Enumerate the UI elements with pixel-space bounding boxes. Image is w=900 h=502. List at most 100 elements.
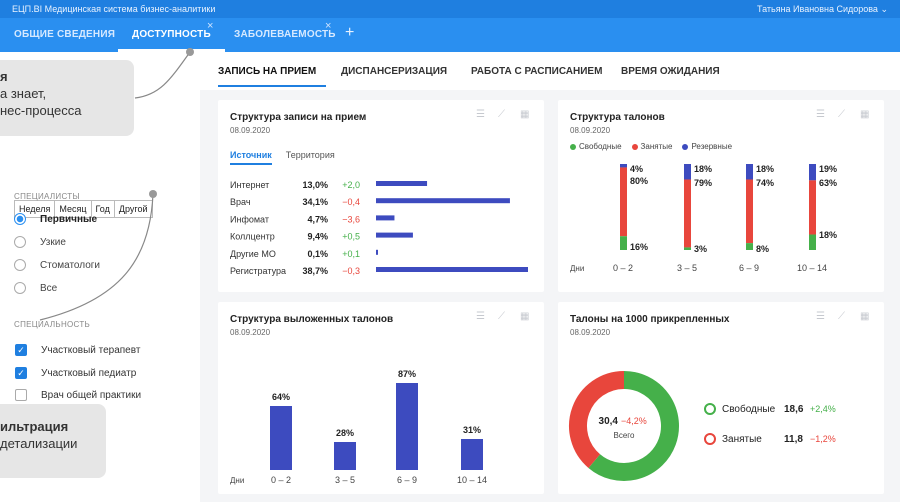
- card-appointment-structure: Структура записи на прием 08.09.2020 ☰ ⟋ ▦…: [218, 100, 544, 292]
- card-toolbar: ☰ ⟋ ▦: [476, 110, 532, 120]
- bar-chart-icon[interactable]: ☰: [476, 311, 485, 322]
- callout-tooltip: я а знает, нес-процесса: [0, 60, 134, 136]
- vertical-bar-chart: 64% 0 – 2 28% 3 – 5 87% 6 – 9 31% 10 – 14 Дни: [230, 369, 487, 485]
- tab-territory[interactable]: Территория: [285, 150, 335, 160]
- legend-value: 18,6: [784, 404, 804, 415]
- radio-narrow[interactable]: Узкие: [14, 236, 66, 248]
- line-chart-icon[interactable]: ⟋: [498, 311, 505, 322]
- legend-item: Резервные: [682, 142, 732, 151]
- stacked-bar-chart: 4% 80% 16% 0 – 2 18% 79% 3% 3 – 5 18% 74% 8% 6 – 9 1…: [570, 164, 837, 273]
- legend-label: Занятые: [722, 434, 762, 445]
- x-tick-label: 0 – 2: [613, 263, 633, 273]
- user-menu[interactable]: Татьяна Ивановна Сидорова ⌄: [757, 4, 888, 15]
- checkbox-gp[interactable]: Врач общей практики: [15, 389, 141, 401]
- segment-label: 19%: [819, 164, 837, 174]
- period-week-button[interactable]: Неделя: [14, 200, 56, 218]
- donut-slice: [588, 371, 679, 481]
- checkbox-therapist[interactable]: ✓ Участковый терапевт: [15, 344, 140, 356]
- stacked-bar-segment: [809, 180, 816, 235]
- bar-category-label: Врач: [230, 197, 251, 207]
- line-chart-icon[interactable]: ⟋: [498, 109, 505, 120]
- bar-change-label: +0,5: [342, 232, 360, 242]
- dashboard: ЗАПИСЬ НА ПРИЕМ ДИСПАНСЕРИЗАЦИЯ РАБОТА С…: [200, 52, 900, 502]
- legend-change: +2,4%: [810, 404, 836, 414]
- segment-label: 18%: [756, 164, 774, 174]
- stacked-bar-segment: [620, 236, 627, 250]
- tab-general[interactable]: ОБЩИЕ СВЕДЕНИЯ: [14, 29, 116, 40]
- stacked-bar-segment: [684, 247, 691, 250]
- x-axis-label: Дни: [230, 476, 244, 485]
- stacked-bar-segment: [620, 164, 627, 168]
- legend-item: Занятые: [631, 142, 672, 151]
- subtab-waiting-time[interactable]: ВРЕМЯ ОЖИДАНИЯ: [621, 66, 720, 77]
- bar-value-label: 28%: [336, 428, 354, 438]
- bar: [376, 232, 413, 238]
- tab-source[interactable]: Источник: [230, 150, 272, 165]
- donut-total-value: 30,4: [599, 416, 619, 427]
- table-icon[interactable]: ▦: [520, 109, 530, 120]
- callout-text: детализации: [0, 436, 78, 451]
- segment-label: 18%: [819, 230, 837, 240]
- card-title: Структура талонов: [570, 112, 665, 123]
- donut-slice: [569, 371, 625, 468]
- donut-center-label: Всего: [614, 431, 636, 440]
- legend-change: −1,2%: [810, 434, 836, 444]
- bar: [461, 439, 483, 470]
- plus-icon[interactable]: +: [345, 24, 355, 41]
- tab-availability[interactable]: ДОСТУПНОСТЬ: [118, 18, 225, 52]
- horizontal-bar-chart: Интернет 13,0% +2,0 Врач 34,1% −0,4 Инфомат 4,7…: [230, 180, 528, 276]
- table-icon[interactable]: ▦: [520, 311, 530, 322]
- module-tabs: ОБЩИЕ СВЕДЕНИЯ ДОСТУПНОСТЬ × ЗАБОЛЕВАЕМО…: [0, 18, 900, 52]
- card-tickets-per-1000: Талоны на 1000 прикрепленных 08.09.2020 …: [558, 302, 884, 494]
- x-tick-label: 6 – 9: [397, 475, 417, 485]
- segment-label: 18%: [694, 164, 712, 174]
- table-icon[interactable]: ▦: [860, 109, 870, 120]
- line-chart-icon[interactable]: ⟋: [838, 311, 845, 322]
- card-date: 08.09.2020: [570, 126, 611, 135]
- segment-label: 3%: [694, 244, 707, 254]
- bar-change-label: −0,3: [342, 266, 360, 276]
- stacked-bar-segment: [746, 243, 753, 250]
- source-tabs: Источник Территория: [230, 150, 335, 165]
- radio-icon: [14, 259, 26, 271]
- bar: [376, 215, 395, 221]
- stacked-bar-segment: [684, 179, 691, 248]
- app-title: ЕЦП.BI Медицинская система бизнес-аналит…: [12, 4, 216, 14]
- line-chart-icon[interactable]: ⟋: [838, 109, 845, 120]
- bar-category-label: Коллцентр: [230, 232, 275, 242]
- bar-chart-icon[interactable]: ☰: [816, 109, 825, 120]
- subtab-appointments[interactable]: ЗАПИСЬ НА ПРИЕМ: [218, 66, 317, 77]
- tab-morbidity[interactable]: ЗАБОЛЕВАЕМОСТЬ: [234, 29, 336, 40]
- bar-change-label: −0,4: [342, 197, 360, 207]
- bar: [376, 181, 428, 186]
- callout-text: а знает,: [0, 86, 47, 101]
- callout-title: ильтрация: [0, 419, 69, 434]
- card-date: 08.09.2020: [230, 328, 271, 337]
- segment-label: 16%: [630, 242, 648, 252]
- x-tick-label: 10 – 14: [457, 475, 487, 485]
- subtab-schedule[interactable]: РАБОТА С РАСПИСАНИЕМ: [471, 66, 603, 77]
- callout-title: я: [0, 69, 8, 84]
- specialty-label: СПЕЦИАЛЬНОСТЬ: [14, 320, 91, 329]
- radio-primary[interactable]: Первичные: [14, 213, 97, 225]
- bar-chart-icon[interactable]: ☰: [816, 311, 825, 322]
- close-icon[interactable]: ×: [207, 20, 214, 32]
- radio-dentists[interactable]: Стоматологи: [14, 259, 100, 271]
- segment-label: 74%: [756, 178, 774, 188]
- card-posted-tickets: Структура выложенных талонов 08.09.2020 …: [218, 302, 544, 494]
- checkbox-pediatrician[interactable]: ✓ Участковый педиатр: [15, 367, 136, 379]
- stacked-bar-segment: [746, 164, 753, 180]
- bar-chart-icon[interactable]: ☰: [476, 109, 485, 120]
- radio-all[interactable]: Все: [14, 282, 57, 294]
- bar: [396, 383, 418, 470]
- filter-panel: я а знает, нес-процесса Неделя Месяц Год…: [0, 52, 200, 502]
- period-selector: Неделя Месяц Год Другой: [14, 200, 153, 218]
- bar-value-label: 34,1%: [302, 197, 328, 207]
- bar-value-label: 87%: [398, 369, 416, 379]
- stacked-bar-segment: [809, 234, 816, 250]
- subtab-dispensary[interactable]: ДИСПАНСЕРИЗАЦИЯ: [341, 66, 448, 77]
- bar-value-label: 38,7%: [302, 266, 328, 276]
- close-icon[interactable]: ×: [325, 20, 332, 32]
- period-other-button[interactable]: Другой: [113, 200, 153, 218]
- table-icon[interactable]: ▦: [860, 311, 870, 322]
